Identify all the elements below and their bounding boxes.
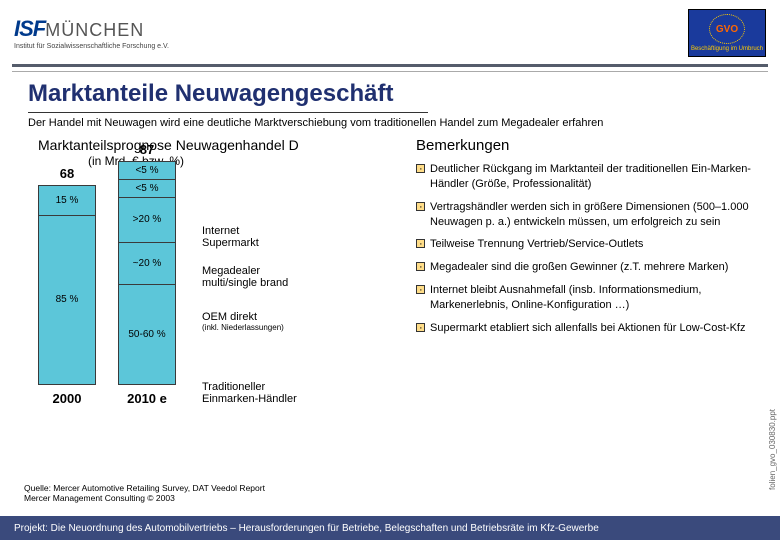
remark-text: Teilweise Trennung Vertrieb/Service-Outl…: [430, 237, 643, 252]
remark-text: Internet bleibt Ausnahmefall (insb. Info…: [430, 283, 764, 313]
lead-text: Der Handel mit Neuwagen wird eine deutli…: [28, 117, 780, 129]
bar-2010: 87 <5 %<5 %>20 %~20 %50-60 % 2010 e: [118, 142, 176, 406]
year-2010: 2010 e: [127, 391, 167, 406]
remark-text: Megadealer sind die großen Gewinner (z.T…: [430, 260, 728, 275]
gvo-icon: GVO: [709, 14, 745, 44]
bar-segment: >20 %: [119, 198, 175, 244]
chart-legend: InternetSupermarktMegadealermulti/single…: [202, 228, 297, 406]
bar-2000: 68 15 %85 % 2000: [38, 166, 96, 406]
bullet-icon: [416, 164, 425, 173]
remark-item: Megadealer sind die großen Gewinner (z.T…: [416, 260, 764, 275]
chart-title: Marktanteilsprognose Neuwagenhandel D: [38, 137, 398, 153]
eu-gvo-box: GVO Beschäftigung im Umbruch: [688, 9, 766, 57]
remark-item: Deutlicher Rückgang im Marktanteil der t…: [416, 162, 764, 192]
logo-mun: MÜNCHEN: [45, 20, 144, 40]
page-title: Marktanteile Neuwagengeschäft: [28, 80, 780, 108]
chart: 68 15 %85 % 2000 87 <5 %<5 %>20 %~20 %50…: [38, 172, 398, 406]
bar-segment: <5 %: [119, 180, 175, 198]
logo-left: ISFMÜNCHEN Institut für Sozialwissenscha…: [14, 16, 169, 50]
remarks-heading: Bemerkungen: [416, 137, 764, 154]
remark-text: Deutlicher Rückgang im Marktanteil der t…: [430, 162, 764, 192]
bar-total-2010: 87: [140, 142, 154, 157]
eu-box-sub: Beschäftigung im Umbruch: [691, 46, 763, 52]
remark-item: Teilweise Trennung Vertrieb/Service-Outl…: [416, 237, 764, 252]
bar-segment: 50-60 %: [119, 285, 175, 384]
bar-segment: ~20 %: [119, 243, 175, 285]
remarks-column: Bemerkungen Deutlicher Rückgang im Markt…: [398, 137, 764, 406]
remark-text: Supermarkt etabliert sich allenfalls bei…: [430, 321, 745, 336]
bar-total-2000: 68: [60, 166, 74, 181]
legend-item: Megadealermulti/single brand: [202, 264, 297, 290]
bullet-icon: [416, 239, 425, 248]
title-underline: [28, 112, 428, 113]
divider-thin: [12, 71, 768, 72]
legend-item: TraditionellerEinmarken-Händler: [202, 380, 297, 406]
logo-isf: ISF: [14, 16, 45, 41]
remark-item: Supermarkt etabliert sich allenfalls bei…: [416, 321, 764, 336]
bar-segment: <5 %: [119, 162, 175, 180]
remark-item: Internet bleibt Ausnahmefall (insb. Info…: [416, 283, 764, 313]
bar-segment: 85 %: [39, 216, 95, 384]
legend-item: OEM direkt(inkl. Niederlassungen): [202, 308, 297, 334]
source-note: Quelle: Mercer Automotive Retailing Surv…: [24, 483, 265, 504]
bullet-icon: [416, 285, 425, 294]
footer: Projekt: Die Neuordnung des Automobilver…: [0, 516, 780, 540]
source-line-1: Quelle: Mercer Automotive Retailing Surv…: [24, 483, 265, 494]
bullet-icon: [416, 202, 425, 211]
remark-text: Vertragshändler werden sich in größere D…: [430, 200, 764, 230]
filename-note: folien_gvo_030830.ppt: [768, 409, 777, 490]
legend-item: InternetSupermarkt: [202, 224, 297, 250]
year-2000: 2000: [53, 391, 82, 406]
bullet-icon: [416, 323, 425, 332]
content: Marktanteilsprognose Neuwagenhandel D (i…: [0, 137, 780, 406]
chart-column: Marktanteilsprognose Neuwagenhandel D (i…: [38, 137, 398, 406]
bar-stack-2000: 15 %85 %: [38, 185, 96, 385]
bar-stack-2010: <5 %<5 %>20 %~20 %50-60 %: [118, 161, 176, 385]
bar-segment: 15 %: [39, 186, 95, 216]
header: ISFMÜNCHEN Institut für Sozialwissenscha…: [0, 0, 780, 60]
footer-text: Projekt: Die Neuordnung des Automobilver…: [14, 523, 599, 534]
divider-thick: [12, 64, 768, 67]
logo-subtitle: Institut für Sozialwissenschaftliche For…: [14, 43, 169, 50]
remarks-list: Deutlicher Rückgang im Marktanteil der t…: [416, 162, 764, 336]
bullet-icon: [416, 262, 425, 271]
source-line-2: Mercer Management Consulting © 2003: [24, 493, 265, 504]
remark-item: Vertragshändler werden sich in größere D…: [416, 200, 764, 230]
